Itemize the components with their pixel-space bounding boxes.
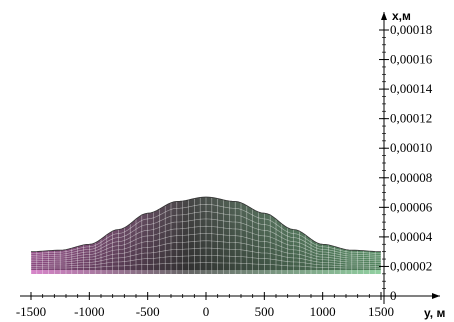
y-tick-label: 0,00008 [390,170,432,185]
y-tick-label: 0,00006 [390,199,433,214]
mesh-line-horizontal [31,240,381,264]
mesh-line-horizontal [31,233,381,262]
mesh-line-horizontal [30,218,382,258]
x-axis-arrow [432,293,440,299]
y-axis-title: х,м [392,9,411,23]
mesh-line-horizontal [31,225,381,260]
y-tick-label: 0 [390,288,397,303]
x-tick-label: 500 [255,304,275,319]
mesh-line-horizontal [31,211,381,256]
y-tick-label: 0,00016 [390,52,433,67]
mesh-line-horizontal [31,255,381,267]
y-tick-label: 0,00004 [390,229,433,244]
y-tick-label: 0,00014 [390,81,433,96]
axes [20,12,440,304]
x-tick-label: -1500 [16,304,46,319]
x-tick-label: -1000 [74,304,104,319]
y-tick-label: 0,00002 [390,258,432,273]
mesh-line-horizontal [31,262,381,269]
surface-top-edge [30,196,382,253]
y-axis-arrow [381,12,387,20]
x-tick-label: 1000 [310,304,336,319]
y-tick-label: 0,00010 [390,140,432,155]
y-tick-label: 0,00012 [390,111,432,126]
surface-mesh [30,196,382,274]
x-tick-label: 1500 [368,304,394,319]
x-tick-label: -500 [136,304,160,319]
y-tick-label: 0,00018 [390,22,432,37]
mesh-line-horizontal [31,203,381,254]
x-tick-label: 0 [203,304,210,319]
mesh-line-horizontal [31,247,381,265]
tick-marks: -1500 -1000 -500 0 500 1000 150000,000020,0000… [16,22,433,319]
x-axis-title: у, м [424,306,445,320]
